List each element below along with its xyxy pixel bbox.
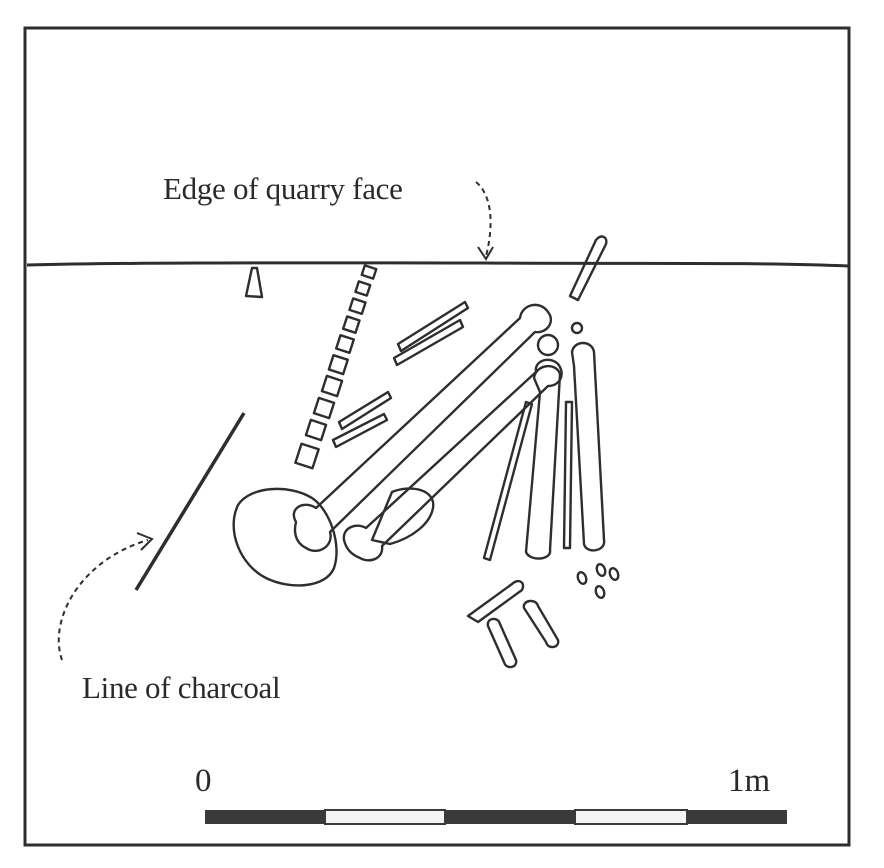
bone-fragment (568, 235, 608, 302)
bone-fragment (244, 266, 264, 299)
tibia (524, 365, 562, 560)
foot-bone (608, 566, 620, 582)
scale-segment-dark (687, 810, 787, 824)
rib (337, 390, 393, 431)
scale-start-label: 0 (195, 763, 212, 799)
foot-bone (594, 584, 606, 600)
scale-segment-light (574, 809, 688, 825)
quarry-edge-label: Edge of quarry face (163, 171, 403, 206)
skeleton-remains (232, 235, 620, 669)
scale-segment-dark (445, 810, 575, 824)
fibula (482, 400, 534, 562)
fibula (562, 400, 574, 550)
charcoal-line (134, 412, 246, 591)
scale-segment-light (324, 809, 446, 825)
rib (331, 412, 389, 449)
foot-bone (576, 570, 588, 586)
pelvis-left (232, 487, 338, 587)
figure-frame (23, 26, 851, 847)
foot-bone (466, 579, 525, 624)
charcoal-label: Line of charcoal (82, 670, 281, 705)
vertebral-column (294, 264, 378, 470)
scale-segment-dark (205, 810, 325, 824)
quarry-edge-pointer (475, 181, 492, 257)
rib (396, 300, 470, 353)
femur (292, 303, 553, 553)
foot-bone (522, 599, 560, 649)
charcoal-arrowhead (136, 532, 154, 551)
tibia (570, 341, 606, 552)
quarry-edge-arrowhead (477, 246, 494, 261)
pelvis-right (370, 487, 435, 546)
patella (536, 333, 560, 357)
bone-fragment (570, 321, 584, 335)
charcoal-pointer (57, 539, 149, 661)
foot-bone (486, 617, 518, 669)
scale-bar (205, 809, 787, 825)
quarry-edge-line (26, 261, 850, 268)
foot-bone (595, 562, 607, 578)
rib (392, 318, 465, 367)
scale-end-label: 1m (728, 763, 771, 799)
